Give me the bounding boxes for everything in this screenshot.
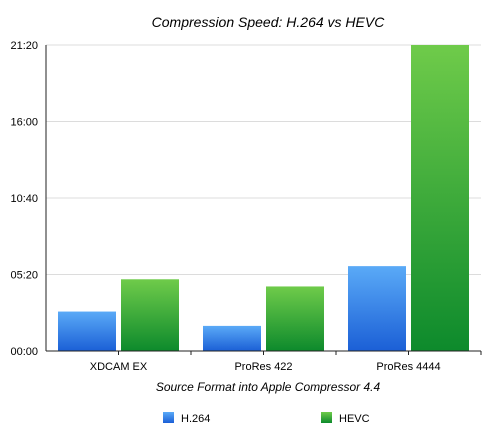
y-tick-label: 00:00 <box>10 346 38 358</box>
bar-h-264-1 <box>203 325 261 351</box>
chart-title: Compression Speed: H.264 vs HEVC <box>152 14 386 30</box>
x-axis-title: Source Format into Apple Compressor 4.4 <box>156 380 381 394</box>
y-tick-label: 10:40 <box>10 193 38 205</box>
legend-swatch-0 <box>163 412 174 423</box>
x-tick-label: ProRes 422 <box>234 361 292 373</box>
legend-swatch-1 <box>321 412 332 423</box>
bar-hevc-2 <box>411 45 469 351</box>
bar-hevc-0 <box>121 279 179 351</box>
legend-label-1: HEVC <box>339 413 370 425</box>
y-tick-label: 21:20 <box>10 40 38 52</box>
x-tick-label: XDCAM EX <box>90 361 148 373</box>
y-tick-label: 05:20 <box>10 270 38 282</box>
legend: H.264 HEVC <box>163 412 370 425</box>
bar-h-264-2 <box>348 266 406 351</box>
bar-hevc-1 <box>266 286 324 351</box>
bars <box>58 45 469 351</box>
grid <box>46 44 481 275</box>
axes: 00:00 05:20 10:40 16:00 21:20 XDCAM EX ProRes … <box>10 40 482 373</box>
y-tick-label: 16:00 <box>10 117 38 129</box>
bar-h-264-0 <box>58 311 116 351</box>
legend-label-0: H.264 <box>181 413 210 425</box>
x-tick-label: ProRes 4444 <box>376 361 440 373</box>
